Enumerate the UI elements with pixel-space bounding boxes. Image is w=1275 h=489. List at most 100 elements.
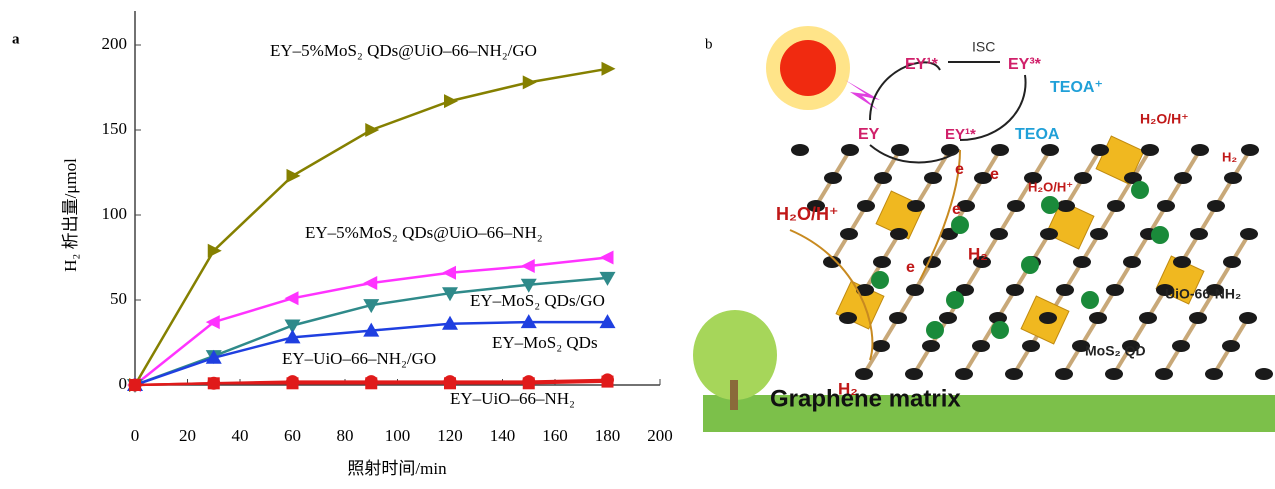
carbon-atom (1090, 228, 1108, 240)
diagram-label: e (906, 259, 915, 276)
diagram-background (703, 0, 1275, 432)
diagram-label: H₂ (1222, 149, 1237, 164)
marker (363, 299, 380, 314)
marker (363, 276, 378, 290)
bond (1096, 288, 1117, 320)
x-tick-label: 20 (179, 426, 196, 445)
series-label: EY–5%MoS₂ QDs@UiO–66–NH₂ (305, 223, 543, 242)
uio-crystal (835, 280, 885, 330)
chart: a 照射时间/min H₂ 析出量/μmol 0 20 40 60 80 100 120 14… (12, 11, 673, 478)
carbon-atom (874, 172, 892, 184)
bond (1230, 232, 1251, 264)
bond (830, 232, 851, 264)
carbon-atom (1255, 368, 1273, 380)
uio-crystal (1095, 135, 1145, 185)
bond (962, 344, 983, 376)
bond (880, 232, 901, 264)
carbon-atom (1140, 228, 1158, 240)
x-tick-label: 40 (232, 426, 249, 445)
marker (601, 375, 614, 388)
series-label: EY–UiO–66–NH₂/GO (282, 349, 436, 368)
x-tick-label: 180 (595, 426, 621, 445)
bond (1031, 148, 1052, 180)
marker (286, 377, 299, 390)
diagram-label: H₂ (838, 379, 858, 398)
bond (1196, 288, 1217, 320)
x-tick-label: 200 (647, 426, 673, 445)
mos2-dot (1021, 256, 1039, 274)
carbon-atom (940, 228, 958, 240)
carbon-atom (1072, 340, 1090, 352)
carbon-atom (974, 172, 992, 184)
bond (1014, 176, 1035, 208)
bond (1064, 176, 1085, 208)
bond (931, 148, 952, 180)
bond (1012, 344, 1033, 376)
carbon-atom (1224, 172, 1242, 184)
bond (1197, 204, 1218, 236)
carbon-atom (807, 200, 825, 212)
carbon-atom (840, 228, 858, 240)
carbon-atom (991, 144, 1009, 156)
carbon-atom (1155, 368, 1173, 380)
arrow (869, 74, 1027, 164)
carbon-atom (941, 144, 959, 156)
carbon-atom (1189, 312, 1207, 324)
bond (1079, 316, 1100, 348)
carbon-atom (1223, 256, 1241, 268)
bond (1081, 148, 1102, 180)
carbon-atom (1122, 340, 1140, 352)
bond (912, 344, 933, 376)
carbon-atom (907, 200, 925, 212)
uio-crystal (1045, 200, 1095, 250)
bond (814, 176, 835, 208)
marker (363, 322, 380, 337)
bond (1231, 148, 1252, 180)
bond (881, 148, 902, 180)
bond (1162, 344, 1183, 376)
carbon-atom (1190, 228, 1208, 240)
carbon-atom (791, 144, 809, 156)
carbon-atom (890, 228, 908, 240)
uio-crystal (875, 190, 925, 240)
bond (897, 204, 918, 236)
carbon-atom (856, 284, 874, 296)
bond (1112, 344, 1133, 376)
carbon-atom (972, 340, 990, 352)
mos2-dot (946, 291, 964, 309)
diagram-label: H₂O/H⁺ (776, 204, 839, 224)
bond (831, 148, 852, 180)
carbon-atom (906, 284, 924, 296)
y-tick-label: 100 (102, 204, 128, 223)
carbon-atom (1057, 200, 1075, 212)
bond (1180, 232, 1201, 264)
y-tick-label: 150 (102, 119, 128, 138)
marker (599, 314, 616, 329)
bond (947, 204, 968, 236)
carbon-atom (1241, 144, 1259, 156)
bond (1029, 316, 1050, 348)
series-label: EY–MoS₂ QDs/GO (470, 291, 605, 310)
carbon-atom (1023, 256, 1041, 268)
carbon-atom (873, 256, 891, 268)
carbon-atom (1222, 340, 1240, 352)
diagram-label: UiO-66-NH₂ (1165, 286, 1241, 302)
uio-crystal (1020, 295, 1070, 345)
marker (520, 314, 537, 329)
bond (1129, 316, 1150, 348)
carbon-atom (1105, 368, 1123, 380)
bond (1179, 316, 1200, 348)
diagram-label: EY¹* (945, 126, 976, 143)
bond (1147, 204, 1168, 236)
carbon-atom (990, 228, 1008, 240)
y-tick-label: 50 (110, 289, 127, 308)
bond (1080, 232, 1101, 264)
sun (766, 26, 880, 110)
marker (284, 291, 299, 306)
y-axis-label: H₂ 析出量/μmol (61, 158, 80, 272)
bond (930, 232, 951, 264)
bond (1130, 232, 1151, 264)
marker (601, 61, 616, 76)
bond (1181, 148, 1202, 180)
